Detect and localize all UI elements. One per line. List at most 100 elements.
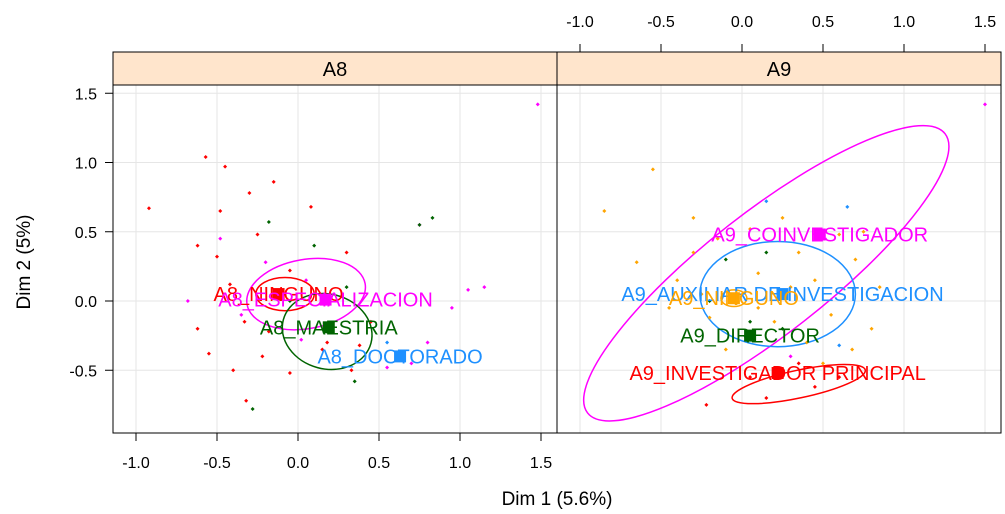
category-marker (727, 292, 740, 305)
data-point (385, 340, 390, 345)
category-marker (813, 228, 826, 241)
data-point (764, 395, 769, 400)
data-point (707, 299, 712, 303)
category-marker (776, 288, 789, 301)
panel-frame (112, 84, 558, 434)
data-point (206, 351, 211, 356)
data-point (325, 340, 330, 345)
data-point (409, 361, 414, 366)
data-point (788, 354, 793, 359)
data-point (707, 315, 712, 320)
x-tick-label: 0.5 (368, 455, 390, 472)
strip-label: A9 (767, 59, 791, 81)
category-label: A8_ESPECIALIZACION (218, 290, 433, 312)
x-tick-label: -1.0 (566, 14, 594, 31)
data-point (983, 102, 987, 107)
confidence-ellipse (720, 289, 748, 308)
data-point (357, 343, 362, 348)
data-point (748, 319, 753, 324)
data-point (244, 398, 249, 403)
data-point (304, 278, 309, 283)
category-label: A8_MAESTRIA (260, 317, 398, 339)
data-point (250, 407, 255, 412)
data-point (675, 278, 680, 283)
x-tick-label: 1.5 (974, 14, 996, 31)
category-label: A9_AUXILIAR DE INVESTIGACION (621, 284, 943, 306)
confidence-ellipse (246, 257, 367, 331)
x-tick-label: -0.5 (647, 14, 675, 31)
data-point (231, 368, 236, 373)
data-point (287, 371, 292, 376)
data-point (344, 250, 349, 255)
x-axis-title: Dim 1 (5.6%) (502, 489, 613, 510)
data-point (691, 215, 696, 220)
data-point (449, 305, 454, 310)
category-label: A8_NINGUNO (214, 284, 344, 306)
data-point (650, 167, 655, 172)
data-point (215, 254, 219, 259)
data-point (255, 232, 260, 237)
data-point (748, 375, 753, 380)
data-point (796, 250, 801, 255)
data-point (804, 340, 809, 345)
data-point (352, 379, 357, 384)
category-label: A8_DOCTORADO (317, 346, 482, 368)
data-point (602, 208, 607, 213)
y-tick-label: 1.0 (75, 156, 97, 173)
data-point (203, 154, 208, 159)
grid (557, 85, 1001, 433)
data-point (850, 347, 855, 352)
data-point (320, 347, 325, 352)
data-point (812, 384, 817, 389)
confidence-ellipse (281, 292, 373, 371)
strip-a8 (112, 51, 558, 86)
data-point (821, 361, 825, 366)
category-marker (322, 321, 335, 334)
data-point (368, 319, 373, 324)
category-label: A9_COINVESTIGADOR (711, 225, 928, 247)
data-point (535, 102, 540, 107)
data-point (845, 204, 850, 209)
data-point (271, 179, 276, 184)
x-tick-label: 1.0 (449, 455, 471, 472)
data-point (239, 312, 244, 317)
x-tick-label: 0.0 (287, 455, 309, 472)
x-tick-label: -1.0 (122, 455, 150, 472)
data-point (312, 243, 317, 248)
data-point (482, 285, 487, 290)
data-point (223, 164, 228, 169)
strip-label: A8 (323, 59, 347, 81)
data-point (704, 402, 709, 407)
y-tick-label: 0.0 (75, 294, 97, 311)
data-point (853, 257, 858, 262)
x-tick-label: 0.0 (731, 14, 753, 31)
data-point (247, 190, 252, 195)
data-point (691, 250, 696, 255)
data-point (780, 326, 785, 331)
data-point (430, 215, 435, 220)
confidence-ellipse (731, 363, 867, 405)
data-point (869, 326, 874, 331)
data-point (195, 326, 200, 331)
data-point (796, 361, 801, 366)
data-point (218, 236, 223, 241)
data-point (266, 220, 271, 225)
data-point (756, 271, 761, 276)
category-marker (771, 367, 784, 380)
data-point (185, 299, 190, 303)
data-point (260, 354, 265, 359)
data-point (287, 268, 292, 273)
category-marker (272, 288, 285, 301)
data-point (417, 222, 422, 227)
data-point (385, 365, 390, 370)
category-label: A9_INVESTIGADOR PRINCIPAL (629, 363, 925, 385)
data-point (715, 236, 720, 241)
data-point (764, 199, 769, 204)
data-point (308, 204, 313, 209)
data-point (772, 319, 777, 324)
x-tick-label: 1.0 (893, 14, 915, 31)
data-point (227, 282, 232, 287)
data-point (812, 278, 817, 283)
